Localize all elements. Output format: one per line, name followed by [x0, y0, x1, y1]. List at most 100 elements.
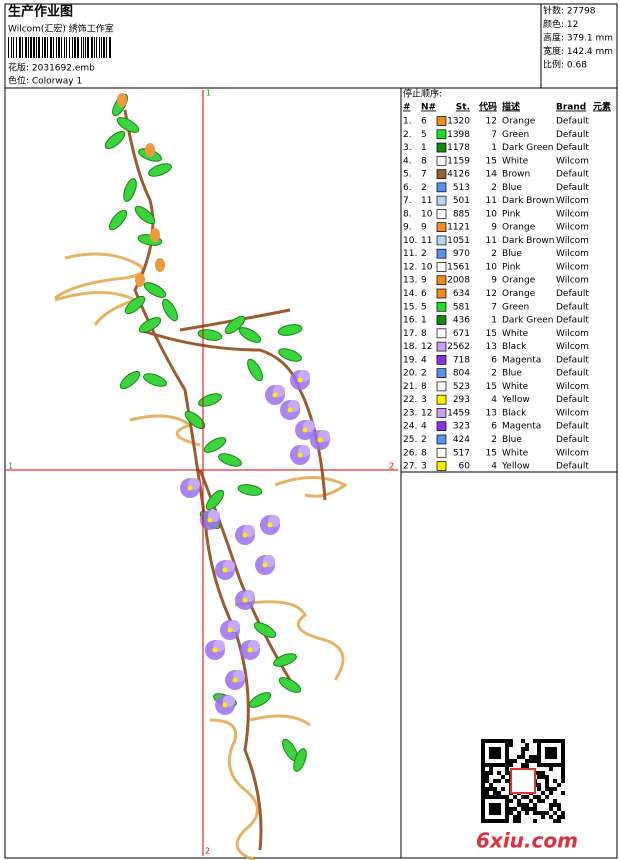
row-number: 26. [403, 448, 417, 458]
description: Orange [502, 289, 536, 299]
bud [155, 258, 165, 272]
description: Brown [502, 170, 530, 180]
row-number: 20. [403, 369, 417, 379]
row-number: 9. [403, 223, 412, 233]
description: Orange [502, 223, 536, 233]
stitches: 517 [453, 448, 470, 458]
qr-module [485, 787, 489, 791]
code: 1 [491, 316, 497, 326]
qr-module [513, 807, 517, 811]
leaf [148, 163, 172, 177]
swatch [436, 142, 447, 153]
needle: 4 [421, 355, 427, 365]
stitches: 718 [453, 355, 470, 365]
stitches: 293 [453, 395, 470, 405]
qr-module [541, 799, 545, 803]
flower-center [207, 517, 213, 523]
leaf [273, 653, 297, 667]
bar-stripe [50, 37, 52, 58]
bar-stripe [38, 37, 40, 58]
qr-module [501, 787, 505, 791]
column-header: 代码 [478, 101, 497, 113]
qr-module [493, 763, 497, 767]
swatch [436, 209, 447, 219]
code: 12 [486, 117, 497, 127]
row-number: 7. [403, 196, 412, 206]
qr-module [489, 787, 493, 791]
brand: Default [556, 355, 589, 365]
needle: 8 [421, 448, 427, 458]
qr-module [549, 807, 553, 811]
leaf [248, 692, 272, 708]
brand: Wilcom [556, 223, 589, 233]
qr-module [505, 771, 509, 775]
qr-module [509, 743, 513, 747]
column-header: St. [456, 103, 470, 113]
leaf [104, 130, 126, 150]
qr-module [525, 807, 529, 811]
leaf [116, 117, 140, 133]
stitches: 1320 [447, 117, 470, 127]
brand: Default [556, 462, 589, 472]
qr-module [553, 751, 557, 755]
qr-module [533, 811, 537, 815]
bar-stripe [44, 37, 46, 58]
leaf [108, 209, 128, 231]
needle: 2 [421, 183, 427, 193]
stitches: 4126 [447, 170, 470, 180]
code: 13 [486, 342, 497, 352]
axis-label: 1 [206, 89, 211, 98]
qr-module [549, 787, 553, 791]
bar-stripe [99, 37, 100, 58]
qr-module [521, 739, 525, 743]
swatch [436, 355, 447, 365]
description: Blue [502, 183, 522, 193]
description: Dark Brown [502, 196, 554, 206]
qr-module [493, 787, 497, 791]
description: Magenta [502, 355, 541, 365]
bar-stripe [69, 37, 70, 58]
qr-module [489, 747, 493, 751]
qr-module [561, 771, 565, 775]
stitches: 2008 [447, 276, 470, 286]
leaf [184, 410, 206, 430]
code: 11 [486, 196, 497, 206]
needle: 10 [421, 209, 433, 219]
needle: 11 [421, 196, 432, 206]
qr-module [537, 763, 541, 767]
row-number: 2. [403, 130, 412, 140]
code: 2 [491, 249, 497, 259]
swatch [436, 408, 447, 418]
qr-module [545, 795, 549, 799]
qr-module [525, 759, 529, 763]
row-number: 21. [403, 382, 417, 392]
bar-stripe [66, 37, 67, 58]
leaf [143, 373, 167, 387]
code: 11 [486, 236, 497, 246]
description: Green [502, 130, 529, 140]
qr-module [493, 811, 497, 815]
qr-module [561, 747, 565, 751]
flower-center [272, 392, 278, 398]
qr-module [525, 811, 529, 815]
row-number: 10. [403, 236, 417, 246]
stitches: 581 [453, 302, 470, 312]
qr-module [489, 803, 493, 807]
qr-module [553, 787, 557, 791]
column-header: Brand [556, 103, 586, 113]
qr-module [493, 751, 497, 755]
stat: 比例: 0.68 [543, 59, 587, 71]
stitches: 1459 [447, 408, 470, 418]
qr-module [505, 819, 509, 823]
column-header: 描述 [502, 101, 520, 113]
bar-stripe [30, 37, 32, 58]
qr-module [541, 771, 545, 775]
stitches: 513 [453, 183, 470, 193]
brand: Default [556, 369, 589, 379]
bar-stripe [103, 37, 105, 58]
swatch [436, 235, 447, 246]
flower-center [317, 437, 323, 443]
code: 7 [491, 302, 497, 312]
description: Orange [502, 117, 536, 127]
